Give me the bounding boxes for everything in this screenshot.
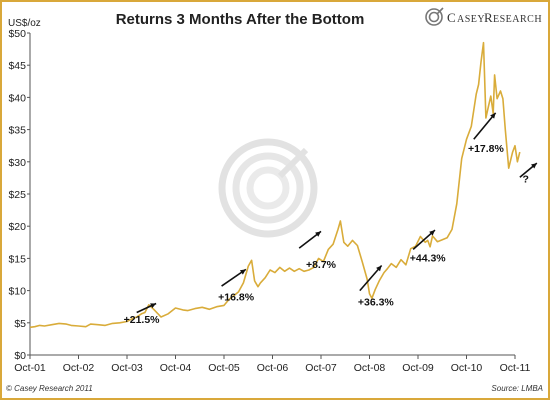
- return-label: +36.3%: [358, 296, 395, 308]
- y-tick-label: $35: [8, 125, 26, 137]
- x-tick-label: Oct-03: [111, 362, 143, 374]
- y-tick-label: $30: [8, 157, 26, 169]
- y-tick-label: $40: [8, 92, 26, 104]
- series-layer: [29, 41, 521, 329]
- x-tick-label: Oct-10: [451, 362, 483, 374]
- y-tick-label: $50: [8, 28, 26, 40]
- y-tick-label: $15: [8, 253, 26, 265]
- gold-price-line: [29, 41, 521, 329]
- y-tick-label: $0: [14, 350, 26, 362]
- x-tick-label: Oct-09: [402, 362, 434, 374]
- annotation-layer: +21.5% +16.8% +8.7% +36.3% +44.3% +17.8%?: [124, 143, 529, 326]
- arrow-shaft: [359, 264, 383, 292]
- y-tick-label: $10: [8, 286, 26, 298]
- y-tick-label: $20: [8, 221, 26, 233]
- swirl-logo-icon: [425, 7, 444, 26]
- trend-arrow-icon: [473, 112, 497, 140]
- arrow-head: [376, 265, 382, 272]
- x-tick-label: Oct-08: [354, 362, 386, 374]
- y-tick-label: $45: [8, 60, 26, 72]
- arrow-head: [150, 303, 157, 309]
- trend-arrow-icon: [412, 229, 436, 250]
- watermark-swirl-icon: [218, 138, 318, 238]
- chart-title: Returns 3 Months After the Bottom: [116, 11, 365, 28]
- source-note: Source: LMBA: [491, 384, 543, 393]
- y-tick-label: $25: [8, 189, 26, 201]
- x-tick-label: Oct-11: [500, 362, 531, 374]
- x-tick-label: Oct-04: [160, 362, 192, 374]
- return-label: ?: [522, 173, 528, 185]
- x-tick-label: Oct-07: [305, 362, 337, 374]
- arrow-shaft: [473, 112, 497, 140]
- casey-research-logo: C ASEY R ESEARCH: [425, 7, 542, 26]
- trend-arrow-icon: [519, 162, 538, 178]
- return-label: +8.7%: [306, 259, 337, 271]
- logo-letter-r: R: [484, 10, 493, 25]
- trend-arrow-icon: [136, 302, 157, 314]
- return-label: +17.8%: [468, 143, 505, 155]
- return-label: +21.5%: [124, 314, 161, 326]
- x-tick-label: Oct-06: [257, 362, 289, 374]
- return-label: +44.3%: [410, 253, 447, 265]
- trend-arrow-icon: [298, 230, 322, 249]
- trend-arrow-icon: [221, 268, 247, 287]
- logo-text-asey: ASEY: [457, 14, 485, 25]
- copyright-note: © Casey Research 2011: [6, 384, 93, 393]
- arrow-head: [239, 269, 246, 275]
- arrow-head: [490, 112, 496, 119]
- arrow-head: [531, 163, 537, 169]
- arrow-head: [429, 230, 435, 236]
- y-tick-label: $5: [14, 318, 26, 330]
- logo-text-esearch: ESEARCH: [493, 14, 542, 25]
- return-label: +16.8%: [218, 291, 255, 303]
- logo-letter-c: C: [447, 10, 456, 25]
- axes: $0 $5 $10 $15 $20 $25 $30 $35 $40 $45 $50 Oct-01 Oct…: [8, 28, 530, 374]
- arrow-head: [315, 231, 321, 237]
- y-axis-unit: US$/oz: [8, 18, 41, 29]
- x-tick-label: Oct-01: [14, 362, 46, 374]
- x-tick-label: Oct-02: [63, 362, 95, 374]
- arrow-layer: [136, 112, 538, 314]
- x-tick-label: Oct-05: [208, 362, 240, 374]
- trend-arrow-icon: [359, 264, 383, 292]
